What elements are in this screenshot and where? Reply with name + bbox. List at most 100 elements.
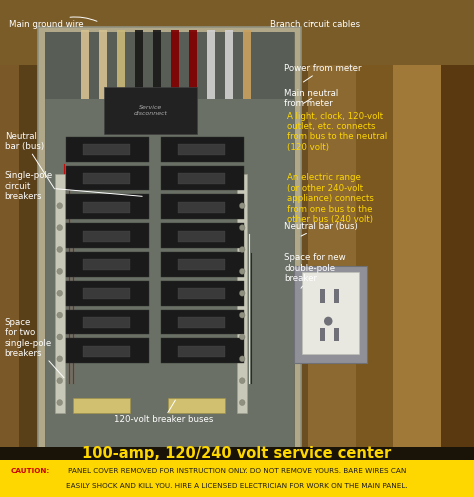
Bar — [161, 194, 244, 219]
Bar — [294, 266, 367, 363]
Circle shape — [57, 334, 63, 340]
Text: Single-pole
circuit
breakers: Single-pole circuit breakers — [5, 171, 142, 201]
Bar — [135, 30, 143, 99]
Bar — [45, 32, 294, 450]
Bar — [161, 281, 244, 306]
Bar — [83, 259, 130, 270]
Bar — [178, 259, 225, 270]
Circle shape — [57, 378, 63, 384]
Bar — [55, 174, 65, 413]
Circle shape — [324, 317, 333, 326]
Bar — [441, 20, 474, 457]
Circle shape — [57, 247, 63, 252]
Bar — [83, 346, 130, 357]
Text: 120-volt breaker buses: 120-volt breaker buses — [114, 400, 213, 424]
Bar — [178, 317, 225, 328]
Text: CAUTION:: CAUTION: — [10, 468, 49, 474]
Text: Main ground wire: Main ground wire — [9, 17, 97, 29]
Text: Space for new
double-pole
breaker: Space for new double-pole breaker — [284, 253, 346, 288]
Bar — [104, 87, 197, 134]
Circle shape — [57, 268, 63, 274]
Bar — [99, 30, 107, 99]
Bar — [83, 288, 130, 299]
Bar — [161, 310, 244, 334]
Bar — [0, 447, 474, 460]
Bar — [225, 30, 233, 99]
Bar — [66, 252, 149, 277]
Bar — [66, 281, 149, 306]
Circle shape — [57, 356, 63, 362]
Bar — [237, 174, 247, 413]
Bar — [161, 166, 244, 190]
Bar — [161, 338, 244, 363]
Bar — [0, 460, 474, 497]
Bar — [83, 231, 130, 242]
Bar — [161, 223, 244, 248]
Bar — [356, 20, 393, 457]
Bar — [38, 27, 301, 455]
Bar — [308, 20, 356, 457]
Bar — [302, 272, 359, 354]
Bar — [178, 288, 225, 299]
Bar — [161, 137, 244, 162]
Circle shape — [239, 203, 245, 209]
Bar — [73, 398, 130, 413]
Bar — [393, 20, 441, 457]
Bar — [178, 231, 225, 242]
Circle shape — [57, 225, 63, 231]
Bar — [178, 144, 225, 155]
Circle shape — [239, 356, 245, 362]
Bar — [161, 252, 244, 277]
Bar — [0, 20, 38, 457]
Text: PANEL COVER REMOVED FOR INSTRUCTION ONLY. DO NOT REMOVE YOURS. BARE WIRES CAN: PANEL COVER REMOVED FOR INSTRUCTION ONLY… — [68, 468, 406, 474]
Bar — [66, 310, 149, 334]
Bar — [178, 173, 225, 184]
Bar — [178, 202, 225, 213]
Bar — [320, 328, 325, 341]
Bar — [66, 223, 149, 248]
Text: EASILY SHOCK AND KILL YOU. HIRE A LICENSED ELECTRICIAN FOR WORK ON THE MAIN PANE: EASILY SHOCK AND KILL YOU. HIRE A LICENS… — [66, 483, 408, 489]
Text: Branch circuit cables: Branch circuit cables — [270, 20, 360, 29]
Bar — [153, 30, 161, 99]
Bar — [334, 328, 339, 341]
Bar — [243, 30, 251, 99]
Bar — [0, 0, 474, 65]
Circle shape — [239, 290, 245, 296]
Text: An electric range
(or other 240-volt
appliance) connects
from one bus to the
oth: An electric range (or other 240-volt app… — [287, 173, 374, 224]
Bar — [320, 289, 325, 303]
Circle shape — [239, 312, 245, 318]
Circle shape — [239, 400, 245, 406]
Text: Main neutral
from meter: Main neutral from meter — [284, 88, 338, 108]
Bar — [168, 398, 225, 413]
Circle shape — [239, 247, 245, 252]
Circle shape — [57, 400, 63, 406]
Text: 100-amp, 120/240 volt service center: 100-amp, 120/240 volt service center — [82, 446, 392, 461]
Bar — [284, 20, 474, 457]
Bar — [178, 346, 225, 357]
Bar — [117, 30, 125, 99]
Text: Neutral bar (bus): Neutral bar (bus) — [284, 222, 358, 236]
Bar — [45, 32, 294, 99]
Circle shape — [239, 378, 245, 384]
Circle shape — [239, 334, 245, 340]
Bar — [83, 173, 130, 184]
Bar — [334, 289, 339, 303]
Bar — [83, 202, 130, 213]
Bar — [66, 166, 149, 190]
Circle shape — [57, 290, 63, 296]
Bar — [66, 194, 149, 219]
Text: Service
disconnect: Service disconnect — [134, 105, 167, 116]
Bar — [66, 338, 149, 363]
Circle shape — [239, 268, 245, 274]
Text: Neutral
bar (bus): Neutral bar (bus) — [5, 132, 55, 189]
Bar — [66, 137, 149, 162]
Text: Space
for two
single-pole
breakers: Space for two single-pole breakers — [5, 318, 64, 378]
Text: A light, clock, 120-volt
outlet, etc. connects
from bus to the neutral
(120 volt: A light, clock, 120-volt outlet, etc. co… — [287, 112, 387, 152]
Bar — [0, 20, 19, 457]
Circle shape — [57, 312, 63, 318]
Circle shape — [239, 225, 245, 231]
Bar — [81, 30, 89, 99]
Bar — [189, 30, 197, 99]
Bar — [83, 317, 130, 328]
Bar — [171, 30, 179, 99]
